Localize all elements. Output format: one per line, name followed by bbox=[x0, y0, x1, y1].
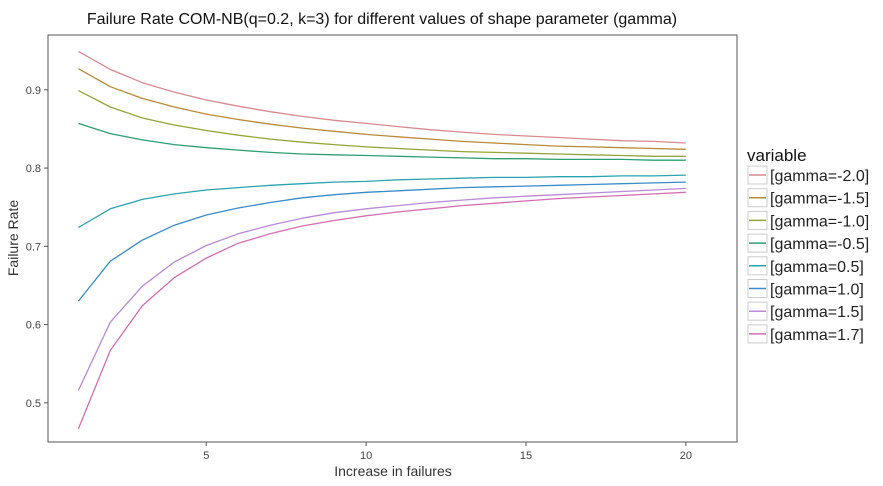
legend-item: [gamma=1.5] bbox=[747, 301, 864, 321]
legend-item: [gamma=-1.5] bbox=[747, 188, 869, 208]
legend-label: [gamma=-0.5] bbox=[770, 236, 869, 253]
legend-label: [gamma=-2.0] bbox=[770, 168, 869, 185]
series-line-4 bbox=[78, 174, 686, 229]
series-line-7 bbox=[77, 191, 686, 429]
series-line-5 bbox=[77, 181, 686, 302]
legend-label: [gamma=-1.5] bbox=[770, 191, 869, 208]
y-tick-label: 0.5 bbox=[26, 398, 41, 410]
legend-label: [gamma=-1.0] bbox=[770, 213, 869, 230]
y-tick-label: 0.8 bbox=[26, 163, 41, 175]
legend-item: [gamma=-1.0] bbox=[747, 210, 869, 230]
legend-label: [gamma=1.5] bbox=[770, 304, 864, 321]
legend-item: [gamma=-2.0] bbox=[747, 165, 869, 185]
y-axis-label: Failure Rate bbox=[5, 200, 21, 276]
series-line-0 bbox=[78, 50, 686, 144]
y-tick-label: 0.9 bbox=[26, 85, 41, 97]
x-tick-label: 15 bbox=[520, 450, 532, 462]
series-lines bbox=[77, 50, 686, 429]
legend-item: [gamma=1.7] bbox=[747, 324, 864, 344]
legend-label: [gamma=1.7] bbox=[770, 327, 864, 344]
legend: variable [gamma=-2.0] [gamma=-1.5] [gamma=… bbox=[747, 146, 869, 344]
chart-title: Failure Rate COM-NB(q=0.2, k=3) for diff… bbox=[87, 11, 677, 28]
series-line-6 bbox=[77, 187, 686, 391]
legend-label: [gamma=1.0] bbox=[770, 282, 864, 299]
x-axis-label: Increase in failures bbox=[334, 463, 452, 479]
series-line-3 bbox=[78, 122, 686, 161]
axis-ticks: 5 10 15 20 0.5 0.6 0.7 0.8 0.9 bbox=[26, 85, 692, 462]
legend-item: [gamma=-0.5] bbox=[747, 233, 869, 253]
y-tick-label: 0.6 bbox=[26, 320, 41, 332]
x-tick-label: 20 bbox=[680, 450, 692, 462]
y-tick-label: 0.7 bbox=[26, 241, 41, 253]
plot-panel bbox=[47, 34, 738, 443]
series-line-1 bbox=[78, 68, 686, 150]
legend-item: [gamma=1.0] bbox=[747, 279, 864, 299]
legend-label: [gamma=0.5] bbox=[770, 259, 864, 276]
series-line-2 bbox=[78, 90, 686, 157]
x-tick-label: 5 bbox=[203, 450, 209, 462]
legend-item: [gamma=0.5] bbox=[747, 256, 864, 276]
legend-title: variable bbox=[747, 146, 807, 165]
x-tick-label: 10 bbox=[360, 450, 372, 462]
